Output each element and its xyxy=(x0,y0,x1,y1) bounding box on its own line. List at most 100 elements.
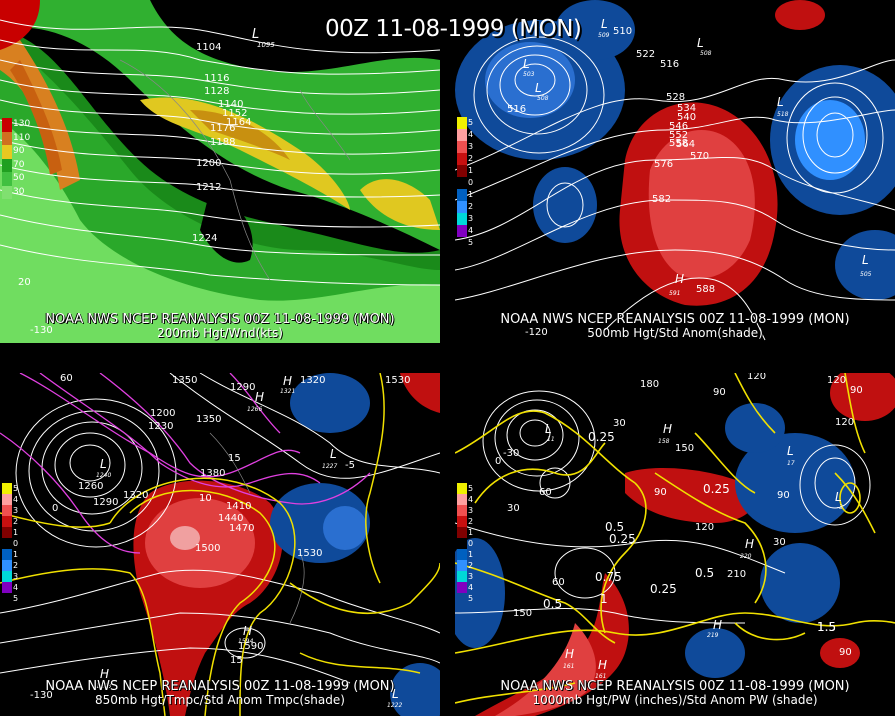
center-value: 11 xyxy=(547,436,555,443)
center-value: 1240 xyxy=(96,472,111,479)
panel-500mb[interactable]: 5 4 3 2 1 0 1 2 3 4 5 510 522 516 528 53… xyxy=(455,0,895,343)
center-letter: L xyxy=(697,36,704,50)
labels-850mb: 1350 1320 1290 1230 1200 1350 1380 1410 … xyxy=(30,373,410,709)
center-value: 161 xyxy=(563,663,574,670)
center-value: 1594 xyxy=(238,638,253,645)
contour-label: 90 xyxy=(654,487,667,498)
contour-label: 1380 xyxy=(200,468,225,479)
contour-label: 516 xyxy=(660,59,679,70)
contour-label: 558 xyxy=(669,138,688,149)
main-title: 00Z 11-08-1999 (MON) xyxy=(325,16,582,42)
contour-label: 1104 xyxy=(196,42,221,53)
panel-1000mb[interactable]: 5 4 3 2 1 0 1 2 3 4 5 180 120 90 30 0.25… xyxy=(455,373,895,716)
contour-label: 1200 xyxy=(150,408,175,419)
center-value: -3 xyxy=(837,504,843,511)
contour-label: 546 xyxy=(669,121,688,132)
labels-200mb: 1104 1116 1128 1140 1152 1164 1176 1188 … xyxy=(18,27,275,336)
contour-label: 1470 xyxy=(229,523,254,534)
contour-label: 564 xyxy=(676,139,695,150)
center-value: 219 xyxy=(707,632,719,639)
center-value: 158 xyxy=(658,438,670,445)
contour-label: -30 xyxy=(503,448,519,459)
contour-label: 1440 xyxy=(218,513,243,524)
contour-label: 150 xyxy=(675,443,694,454)
pw-label: 0.5 xyxy=(543,597,562,611)
center-letter: H xyxy=(255,390,264,404)
panel-850mb[interactable]: 5 4 3 2 1 0 1 2 3 4 5 1350 1320 1290 123… xyxy=(0,373,440,716)
lon-label: -130 xyxy=(30,690,53,701)
center-value: 591 xyxy=(669,290,680,297)
temp-label: -5 xyxy=(345,460,355,471)
pw-label: 1 xyxy=(600,592,608,606)
contour-label: 1176 xyxy=(210,123,235,134)
center-letter: L xyxy=(777,95,784,109)
map-850mb xyxy=(0,373,440,716)
center-letter: L xyxy=(835,490,842,504)
contour-label: 1116 xyxy=(204,73,229,84)
anom-legend-labels: 5 4 3 2 1 0 1 2 3 4 5 xyxy=(13,484,19,603)
center-letter: H xyxy=(565,647,574,661)
contour-label: 1530 xyxy=(297,548,322,559)
lon-label: -120 xyxy=(525,327,548,338)
pw-label: 0.25 xyxy=(703,482,730,496)
contour-label: 540 xyxy=(677,112,696,123)
center-letter: L xyxy=(523,57,530,71)
contour-label: 60 xyxy=(552,577,565,588)
center-letter: L xyxy=(100,457,107,471)
contour-label: 570 xyxy=(690,151,709,162)
lat-label: 20 xyxy=(18,277,31,288)
contour-label: 1260 xyxy=(78,481,103,492)
center-value: 1227 xyxy=(322,463,337,470)
contour-label: 30 xyxy=(613,418,626,429)
center-letter: H xyxy=(663,422,672,436)
anom-legend-labels: 5 4 3 2 1 0 1 2 3 4 5 xyxy=(468,484,474,603)
panel-subtitle: 200mb Hgt/Wnd(kts) xyxy=(157,326,283,340)
panel-title: NOAA NWS NCEP REANALYSIS 00Z 11-08-1999 … xyxy=(500,312,850,327)
contour-label: 1320 xyxy=(300,375,325,386)
center-letter: H xyxy=(675,272,684,286)
anom-legend xyxy=(457,483,467,593)
pw-label: 0.25 xyxy=(609,532,636,546)
center-letter: H xyxy=(243,624,252,638)
contour-label: 1212 xyxy=(196,182,221,193)
contour-label: 1290 xyxy=(93,497,118,508)
contour-label: 1152 xyxy=(222,108,247,119)
center-value: 508 xyxy=(700,50,712,57)
temp-label: 15 xyxy=(228,453,241,464)
center-value: 220 xyxy=(740,553,752,560)
center-letter: H xyxy=(713,618,722,632)
contour-label: 588 xyxy=(696,284,715,295)
center-value: 509 xyxy=(598,32,610,39)
contour-label: 1164 xyxy=(226,117,251,128)
contour-label: 90 xyxy=(850,385,863,396)
contour-label: 90 xyxy=(713,387,726,398)
contour-label: 210 xyxy=(727,569,746,580)
contour-label: 180 xyxy=(640,379,659,390)
contour-label: 90 xyxy=(839,647,852,658)
anom-legend xyxy=(457,117,467,237)
temp-label: 15 xyxy=(230,655,243,666)
lat-label: 60 xyxy=(60,373,73,384)
center-letter: H xyxy=(283,374,292,388)
pw-label: 0.75 xyxy=(595,570,622,584)
center-letter: L xyxy=(330,447,337,461)
panel-subtitle: 1000mb Hgt/PW (inches)/Std Anom PW (shad… xyxy=(532,693,818,707)
center-value: 17 xyxy=(787,460,795,467)
contour-label: 1350 xyxy=(196,414,221,425)
center-value: 503 xyxy=(523,71,535,78)
low-center-letter: L xyxy=(252,27,259,42)
center-letter: L xyxy=(862,253,869,267)
contour-label: 576 xyxy=(654,159,673,170)
contour-label: 120 xyxy=(695,522,714,533)
center-value: 505 xyxy=(860,271,872,278)
center-letter: L xyxy=(601,17,608,31)
center-value: 508 xyxy=(537,95,549,102)
contour-label: 60 xyxy=(539,487,552,498)
map-500mb xyxy=(455,0,895,341)
center-letter: L xyxy=(787,444,794,458)
panel-200mb[interactable]: 130 110 90 70 50 30 1104 1116 1128 1140 … xyxy=(0,0,440,343)
contour-label: 150 xyxy=(513,608,532,619)
center-letter: H xyxy=(100,667,109,681)
pw-label: 0.25 xyxy=(650,582,677,596)
contour-label: 1320 xyxy=(123,490,148,501)
